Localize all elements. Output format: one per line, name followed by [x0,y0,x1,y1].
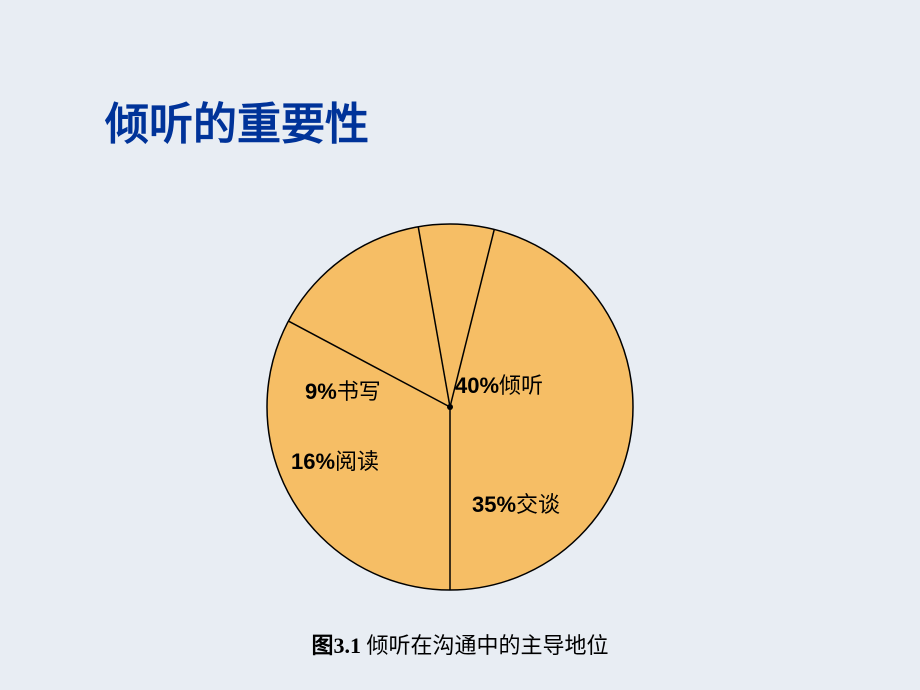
slice-label: 9%书写 [305,374,381,406]
pie-svg [265,222,635,592]
caption-text: 倾听在沟通中的主导地位 [361,633,609,658]
page-title: 倾听的重要性 [105,88,369,152]
slice-percent: 35% [472,492,516,517]
pie-chart: 40%倾听 35%交谈 16%阅读 9%书写 [265,222,635,592]
slice-text: 阅读 [335,449,379,474]
slice-label: 40%倾听 [455,368,543,400]
slice-text: 书写 [337,379,381,404]
pie-center-dot [447,404,453,410]
slice-label: 16%阅读 [291,444,379,476]
caption-prefix: 图3.1 [311,633,361,658]
slice-percent: 16% [291,449,335,474]
slice-text: 倾听 [499,373,543,398]
slice-percent: 9% [305,379,337,404]
chart-caption: 图3.1 倾听在沟通中的主导地位 [0,628,920,660]
slice-label: 35%交谈 [472,487,560,519]
slice-percent: 40% [455,373,499,398]
slice-text: 交谈 [516,492,560,517]
